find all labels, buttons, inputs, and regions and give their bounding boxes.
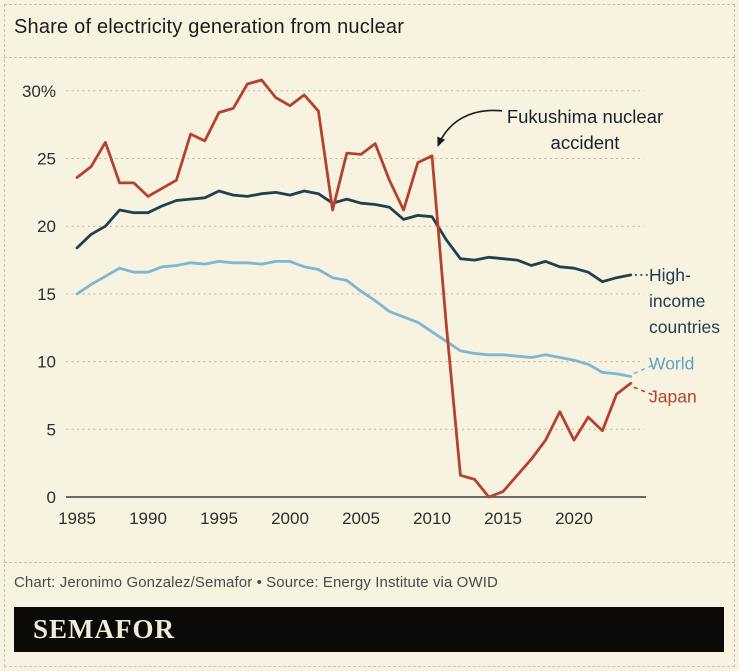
series-label-high-income-countries: income: [649, 291, 705, 311]
y-axis-label: 10: [37, 353, 56, 372]
y-axis-label: 25: [37, 150, 56, 169]
x-axis-label: 1990: [129, 509, 167, 528]
x-axis-label: 2005: [342, 509, 380, 528]
series-label-world: World: [649, 354, 694, 374]
x-axis-label: 2010: [413, 509, 451, 528]
series-line-japan: [75, 78, 633, 499]
series-label-japan: Japan: [649, 386, 697, 406]
x-axis-label: 1985: [58, 509, 96, 528]
series-label-high-income-countries: High-: [649, 265, 691, 285]
y-axis-label: 15: [37, 285, 56, 304]
annotation-text: accident: [551, 132, 620, 153]
semafor-logo: SEMAFOR: [33, 614, 175, 644]
series-line-high-income-countries: [75, 189, 633, 284]
x-axis-label: 2000: [271, 509, 309, 528]
annotation-text: Fukushima nuclear: [507, 106, 663, 127]
series-line-world: [75, 259, 633, 378]
chart-credit: Chart: Jeronimo Gonzalez/Semafor • Sourc…: [14, 574, 498, 591]
footer-divider: [4, 562, 735, 563]
y-axis-label: 0: [47, 488, 56, 507]
page-title: Share of electricity generation from nuc…: [14, 16, 405, 38]
x-axis-label: 1995: [200, 509, 238, 528]
x-axis-label: 2015: [484, 509, 522, 528]
y-axis-label: 30%: [22, 82, 56, 101]
x-axis-label: 2020: [555, 509, 593, 528]
series-label-high-income-countries: countries: [649, 317, 720, 337]
y-axis-label: 20: [37, 217, 56, 236]
annotation-arrow: [437, 109, 503, 147]
title-divider: [4, 57, 735, 58]
y-axis-label: 5: [47, 420, 56, 439]
semafor-logo-bar: SEMAFOR: [14, 607, 724, 652]
